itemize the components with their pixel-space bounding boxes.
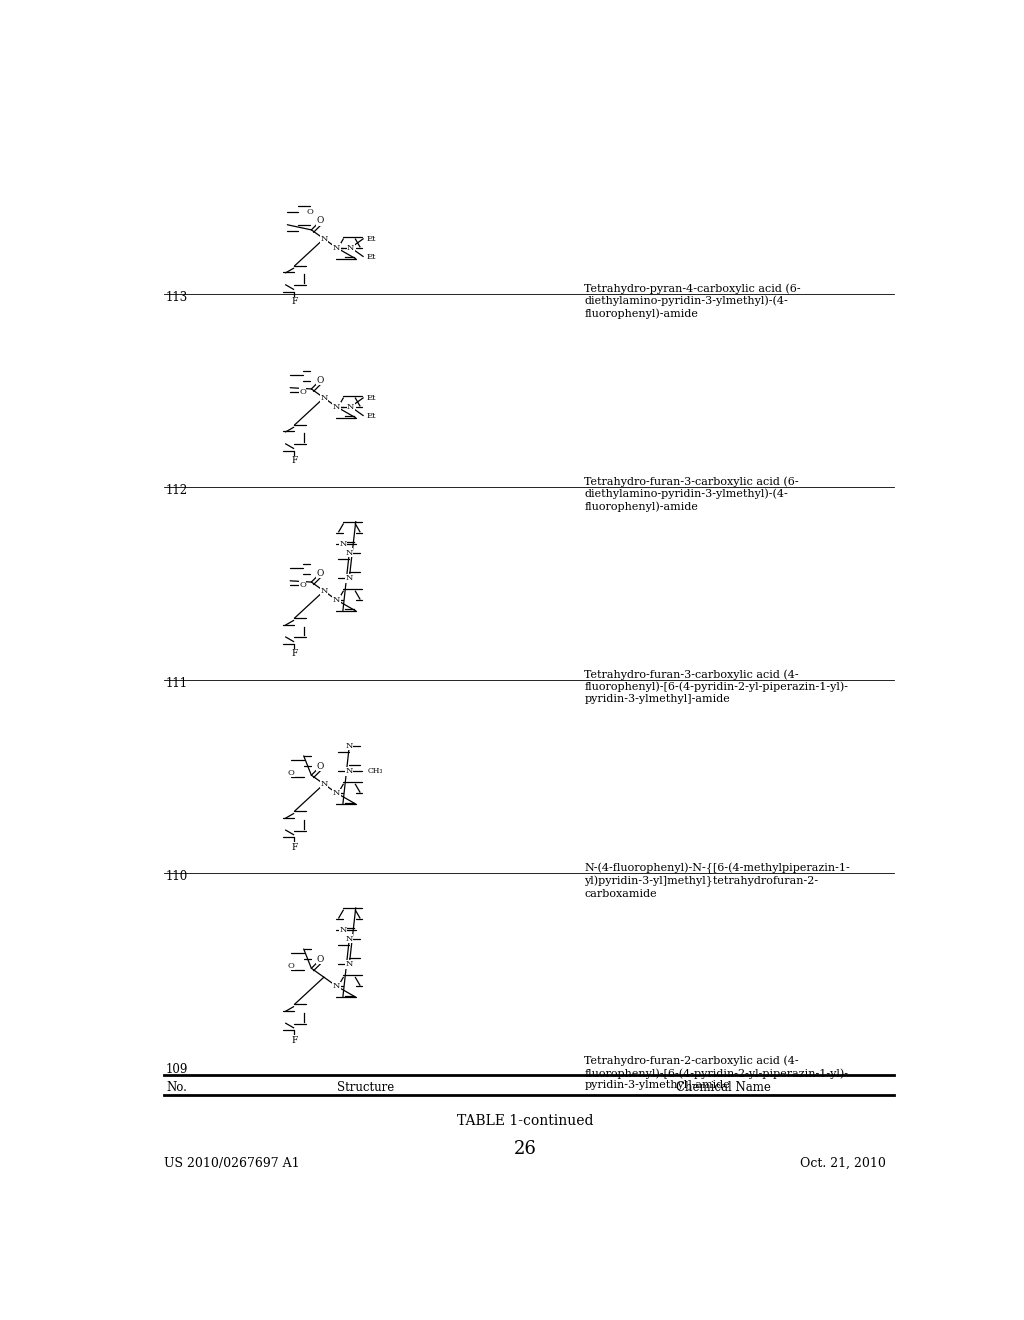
Text: 113: 113	[166, 290, 188, 304]
Text: F: F	[291, 457, 298, 466]
Text: Chemical Name: Chemical Name	[676, 1081, 771, 1094]
Text: O: O	[316, 216, 324, 226]
Text: No.: No.	[166, 1081, 187, 1094]
Text: Tetrahydro-pyran-4-carboxylic acid (6-
diethylamino-pyridin-3-ylmethyl)-(4-
fluo: Tetrahydro-pyran-4-carboxylic acid (6- d…	[585, 284, 801, 318]
Text: O: O	[288, 962, 295, 970]
Text: O: O	[288, 768, 295, 777]
Text: Tetrahydro-furan-2-carboxylic acid (4-
fluorophenyl)-[6-(4-pyridin-2-yl-piperazi: Tetrahydro-furan-2-carboxylic acid (4- f…	[585, 1056, 848, 1090]
Text: 109: 109	[166, 1063, 188, 1076]
Text: N: N	[333, 595, 340, 603]
Text: Tetrahydro-furan-3-carboxylic acid (4-
fluorophenyl)-[6-(4-pyridin-2-yl-piperazi: Tetrahydro-furan-3-carboxylic acid (4- f…	[585, 669, 848, 704]
Text: F: F	[291, 1036, 298, 1044]
Text: Tetrahydro-furan-3-carboxylic acid (6-
diethylamino-pyridin-3-ylmethyl)-(4-
fluo: Tetrahydro-furan-3-carboxylic acid (6- d…	[585, 477, 799, 512]
Text: N: N	[339, 540, 346, 548]
Text: N-(4-fluorophenyl)-N-{[6-(4-methylpiperazin-1-
yl)pyridin-3-yl]methyl}tetrahydro: N-(4-fluorophenyl)-N-{[6-(4-methylpipera…	[585, 863, 850, 899]
Text: N: N	[333, 244, 340, 252]
Text: N: N	[321, 393, 328, 401]
Text: 26: 26	[513, 1140, 537, 1158]
Text: O: O	[316, 762, 324, 771]
Text: Et: Et	[367, 393, 376, 401]
Text: Et: Et	[367, 235, 376, 243]
Text: 111: 111	[166, 677, 188, 690]
Text: N: N	[321, 780, 328, 788]
Text: TABLE 1-continued: TABLE 1-continued	[457, 1114, 593, 1127]
Text: N: N	[333, 403, 340, 411]
Text: Et: Et	[367, 412, 376, 420]
Text: O: O	[316, 954, 324, 964]
Text: N: N	[346, 961, 353, 969]
Text: CH₃: CH₃	[368, 767, 383, 775]
Text: F: F	[291, 842, 298, 851]
Text: N: N	[346, 742, 353, 750]
Text: N: N	[321, 235, 328, 243]
Text: F: F	[291, 649, 298, 659]
Text: N: N	[321, 587, 328, 595]
Text: Oct. 21, 2010: Oct. 21, 2010	[800, 1156, 886, 1170]
Text: 110: 110	[166, 870, 188, 883]
Text: N: N	[333, 789, 340, 797]
Text: Structure: Structure	[338, 1081, 394, 1094]
Text: O: O	[316, 569, 324, 578]
Text: N: N	[347, 244, 354, 252]
Text: N: N	[347, 403, 354, 411]
Text: 112: 112	[166, 483, 188, 496]
Text: O: O	[299, 388, 306, 396]
Text: N: N	[333, 982, 340, 990]
Text: US 2010/0267697 A1: US 2010/0267697 A1	[164, 1156, 299, 1170]
Text: Et: Et	[367, 252, 376, 260]
Text: N: N	[339, 925, 346, 935]
Text: N: N	[346, 935, 353, 942]
Text: N: N	[346, 549, 353, 557]
Text: O: O	[316, 376, 324, 384]
Text: O: O	[299, 581, 306, 589]
Text: N: N	[346, 767, 353, 775]
Text: N: N	[346, 574, 353, 582]
Text: O: O	[306, 209, 313, 216]
Text: F: F	[291, 297, 298, 306]
